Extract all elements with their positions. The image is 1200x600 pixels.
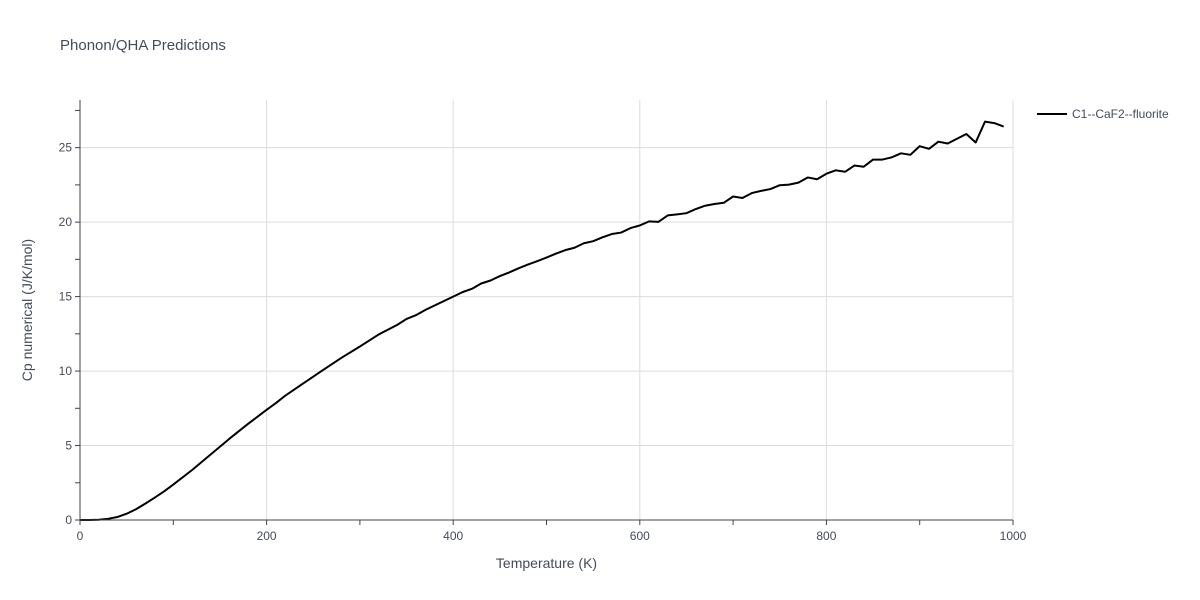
y-tick-label: 5: [65, 439, 72, 453]
x-tick-label: 400: [443, 529, 463, 543]
series-line: [80, 120, 1005, 521]
chart-title: Phonon/QHA Predictions: [60, 37, 226, 54]
y-tick-label: 0: [65, 513, 72, 527]
y-axis-title: Cp numerical (J/K/mol): [19, 239, 35, 381]
y-tick-label: 25: [59, 141, 73, 155]
x-tick-label: 200: [257, 529, 277, 543]
axes: 0 200 400 600 800 1000 0 5 10 15 20 25: [59, 100, 1027, 543]
x-tick-label: 1000: [1000, 529, 1027, 543]
x-tick-label: 600: [630, 529, 650, 543]
y-tick-label: 20: [59, 215, 73, 229]
y-tick-label: 15: [59, 290, 73, 304]
x-tick-label: 800: [816, 529, 836, 543]
grid: [80, 100, 1014, 520]
plot-area: [80, 120, 1005, 521]
legend-label: C1--CaF2--fluorite: [1072, 107, 1169, 121]
y-tick-label: 10: [59, 364, 73, 378]
x-axis-title: Temperature (K): [496, 555, 597, 571]
x-tick-label: 0: [77, 529, 84, 543]
legend: C1--CaF2--fluorite: [1037, 107, 1169, 121]
